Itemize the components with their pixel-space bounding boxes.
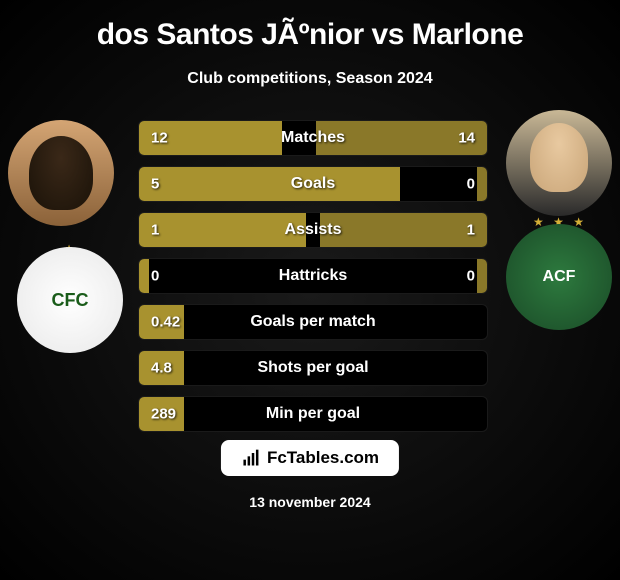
stat-value-left: 12 [151, 130, 168, 147]
stat-bar-right [477, 259, 487, 293]
chart-icon [241, 448, 261, 468]
stat-label: Goals per match [250, 313, 375, 331]
stat-label: Matches [281, 129, 345, 147]
stat-row: Goals 5 0 [138, 166, 488, 202]
stat-value-left: 4.8 [151, 360, 172, 377]
comparison-card: dos Santos JÃºnior vs Marlone Club compe… [0, 0, 620, 580]
player-avatar-left [8, 120, 114, 226]
brand-badge: FcTables.com [221, 440, 399, 476]
stat-label: Goals [291, 175, 335, 193]
stat-row: Goals per match 0.42 [138, 304, 488, 340]
stat-value-right: 0 [467, 176, 475, 193]
stat-row: Matches 12 14 [138, 120, 488, 156]
club-badge-left [17, 247, 123, 353]
stat-label: Shots per goal [257, 359, 368, 377]
stat-value-right: 0 [467, 268, 475, 285]
brand-text: FcTables.com [267, 448, 379, 468]
stat-value-left: 0.42 [151, 314, 180, 331]
stat-bar-left [139, 213, 306, 247]
stat-row: Shots per goal 4.8 [138, 350, 488, 386]
stat-label: Assists [285, 221, 342, 239]
stat-value-right: 14 [458, 130, 475, 147]
stat-value-left: 1 [151, 222, 159, 239]
stat-row: Hattricks 0 0 [138, 258, 488, 294]
stat-label: Hattricks [279, 267, 347, 285]
club-badge-right [506, 224, 612, 330]
player-avatar-right [506, 110, 612, 216]
stat-label: Min per goal [266, 405, 360, 423]
stat-row: Assists 1 1 [138, 212, 488, 248]
stat-row: Min per goal 289 [138, 396, 488, 432]
stat-bar-right [320, 213, 487, 247]
date-text: 13 november 2024 [249, 494, 370, 510]
subtitle: Club competitions, Season 2024 [0, 70, 620, 88]
stat-value-left: 0 [151, 268, 159, 285]
stat-bar-left [139, 259, 149, 293]
stat-bar-right [477, 167, 487, 201]
stat-bar-left [139, 167, 400, 201]
stat-value-left: 5 [151, 176, 159, 193]
stat-value-left: 289 [151, 406, 176, 423]
page-title: dos Santos JÃºnior vs Marlone [0, 18, 620, 52]
stats-container: Matches1214Goals50Assists11Hattricks00Go… [138, 120, 488, 442]
stat-value-right: 1 [467, 222, 475, 239]
